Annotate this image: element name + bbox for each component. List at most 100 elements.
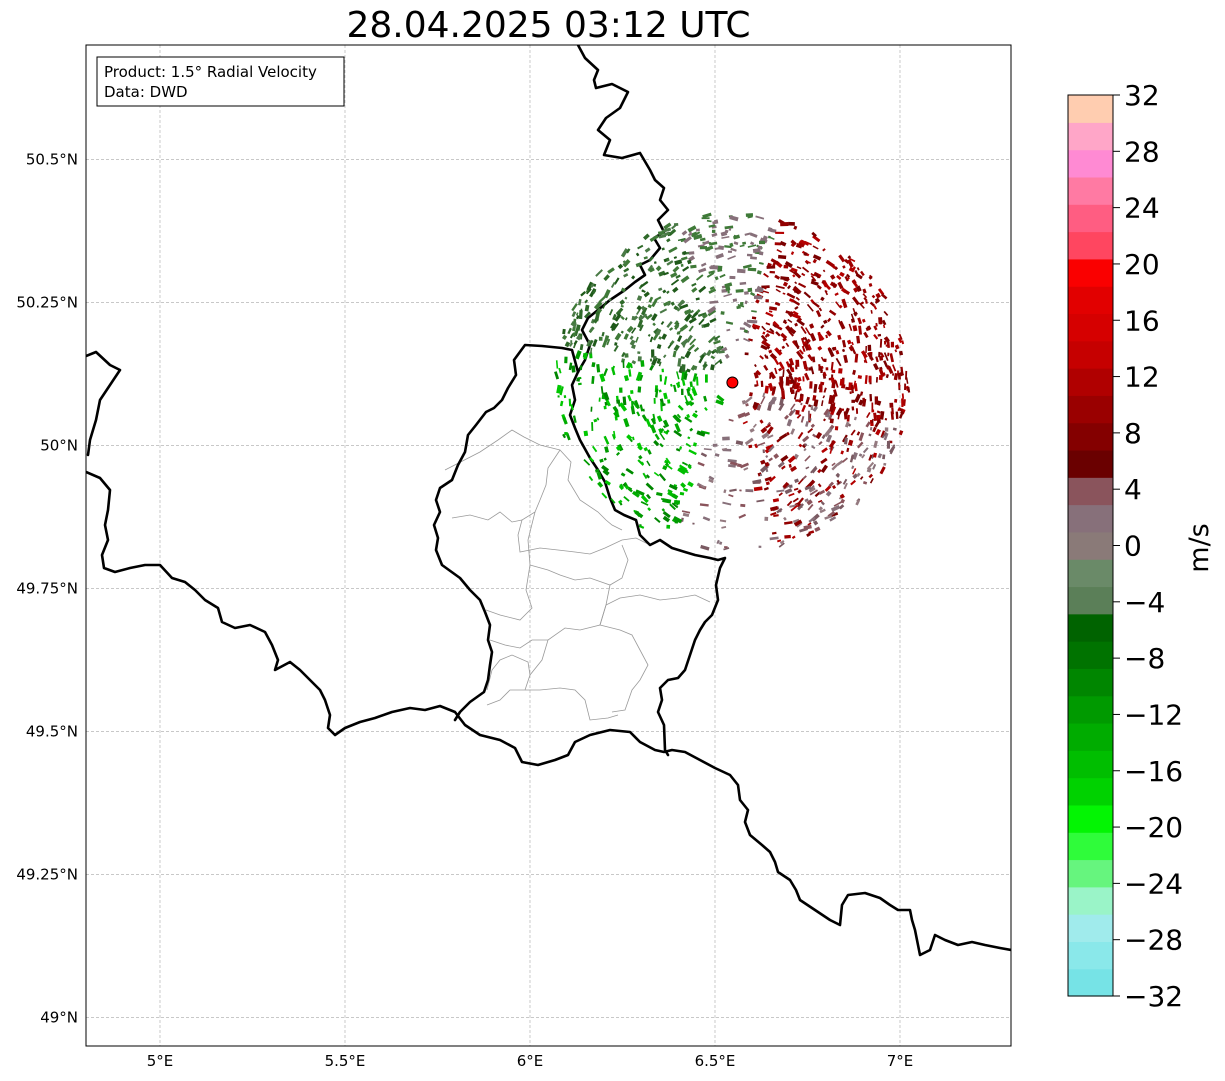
echo-gate — [880, 430, 886, 438]
echo-gate — [664, 459, 669, 465]
echo-gate — [703, 448, 712, 451]
echo-gate — [828, 481, 834, 488]
echo-gate — [821, 447, 828, 454]
echo-gate — [640, 494, 649, 504]
echo-gate — [684, 313, 693, 322]
echo-gate — [647, 333, 651, 337]
echo-gate — [791, 380, 796, 389]
echo-gate — [698, 267, 707, 274]
lon-tick-label: 5.5°E — [325, 1052, 366, 1070]
echo-gate — [795, 409, 800, 415]
echo-gate — [687, 225, 697, 233]
lat-tick-label: 49.5°N — [26, 722, 78, 740]
echo-gate — [850, 313, 855, 322]
echo-gate — [852, 380, 857, 390]
echo-gate — [760, 344, 768, 351]
echo-gate — [698, 318, 705, 326]
echo-gate — [894, 349, 898, 353]
echo-gate — [792, 270, 802, 279]
echo-gate — [756, 380, 759, 387]
echo-gate — [588, 339, 594, 347]
echo-gate — [778, 367, 783, 372]
echo-gate — [784, 534, 791, 539]
echo-gate — [729, 275, 736, 280]
radar-site-marker[interactable] — [726, 376, 739, 389]
echo-gate — [698, 356, 704, 364]
echo-gate — [664, 462, 670, 467]
echo-gate — [699, 246, 708, 250]
echo-gate — [603, 368, 609, 377]
echo-gate — [800, 326, 807, 334]
echo-gate — [562, 328, 566, 335]
echo-gate — [650, 417, 657, 425]
echo-gate — [578, 382, 582, 386]
echo-gate — [818, 364, 821, 367]
echo-gate — [570, 404, 574, 411]
echo-gate — [673, 256, 678, 259]
echo-gate — [762, 449, 765, 454]
echo-gate — [857, 375, 862, 379]
echo-gate — [861, 318, 866, 323]
echo-gate — [687, 436, 691, 440]
echo-gate — [604, 480, 611, 486]
echo-gate — [792, 310, 799, 316]
echo-gate — [872, 463, 877, 470]
echo-gate — [743, 329, 749, 334]
echo-gate — [899, 407, 903, 412]
echo-gate — [812, 356, 816, 363]
echo-gate — [881, 431, 888, 439]
echo-gate — [680, 467, 689, 474]
echo-gate — [652, 413, 656, 422]
echo-gate — [878, 368, 885, 378]
echo-gate — [875, 292, 881, 299]
echo-gate — [679, 491, 685, 496]
echo-gate — [692, 442, 697, 447]
echo-gate — [564, 356, 568, 364]
echo-gate — [672, 350, 677, 358]
echo-gate — [746, 253, 753, 257]
echo-gate — [667, 399, 671, 404]
echo-gate — [674, 323, 680, 330]
echo-gate — [759, 419, 764, 424]
echo-gate — [885, 374, 889, 379]
echo-gate — [790, 403, 796, 411]
echo-gate — [807, 503, 814, 511]
echo-gate — [862, 293, 868, 299]
echo-gate — [656, 358, 661, 364]
echo-gate — [719, 273, 726, 278]
echo-gate — [798, 397, 803, 403]
echo-gate — [879, 466, 886, 475]
echo-gate — [622, 360, 625, 369]
echo-gate — [724, 353, 730, 359]
echo-gate — [884, 427, 889, 432]
echo-gate — [780, 222, 789, 227]
echo-gate — [822, 395, 826, 399]
echo-gate — [800, 239, 810, 246]
echo-gate — [594, 468, 600, 473]
echo-gate — [644, 247, 651, 253]
echo-gate — [583, 430, 589, 437]
echo-gate — [793, 390, 798, 400]
echo-gate — [603, 457, 607, 461]
echo-gate — [828, 394, 834, 405]
echo-gate — [805, 421, 809, 427]
echo-gate — [658, 234, 667, 239]
echo-gate — [792, 313, 801, 320]
echo-gate — [803, 291, 812, 299]
echo-gate — [689, 231, 692, 236]
echo-gate — [901, 398, 904, 408]
echo-gate — [769, 371, 777, 380]
echo-gate — [701, 354, 705, 359]
echo-gate — [760, 334, 768, 343]
echo-gate — [874, 297, 881, 303]
echo-gate — [727, 289, 730, 294]
echo-gate — [765, 481, 770, 486]
echo-gate — [868, 454, 873, 461]
echo-gate — [634, 510, 644, 519]
echo-gate — [772, 262, 776, 267]
echo-gate — [743, 467, 749, 471]
echo-gate — [714, 246, 721, 251]
echo-gate — [852, 296, 860, 306]
echo-gate — [812, 254, 822, 261]
